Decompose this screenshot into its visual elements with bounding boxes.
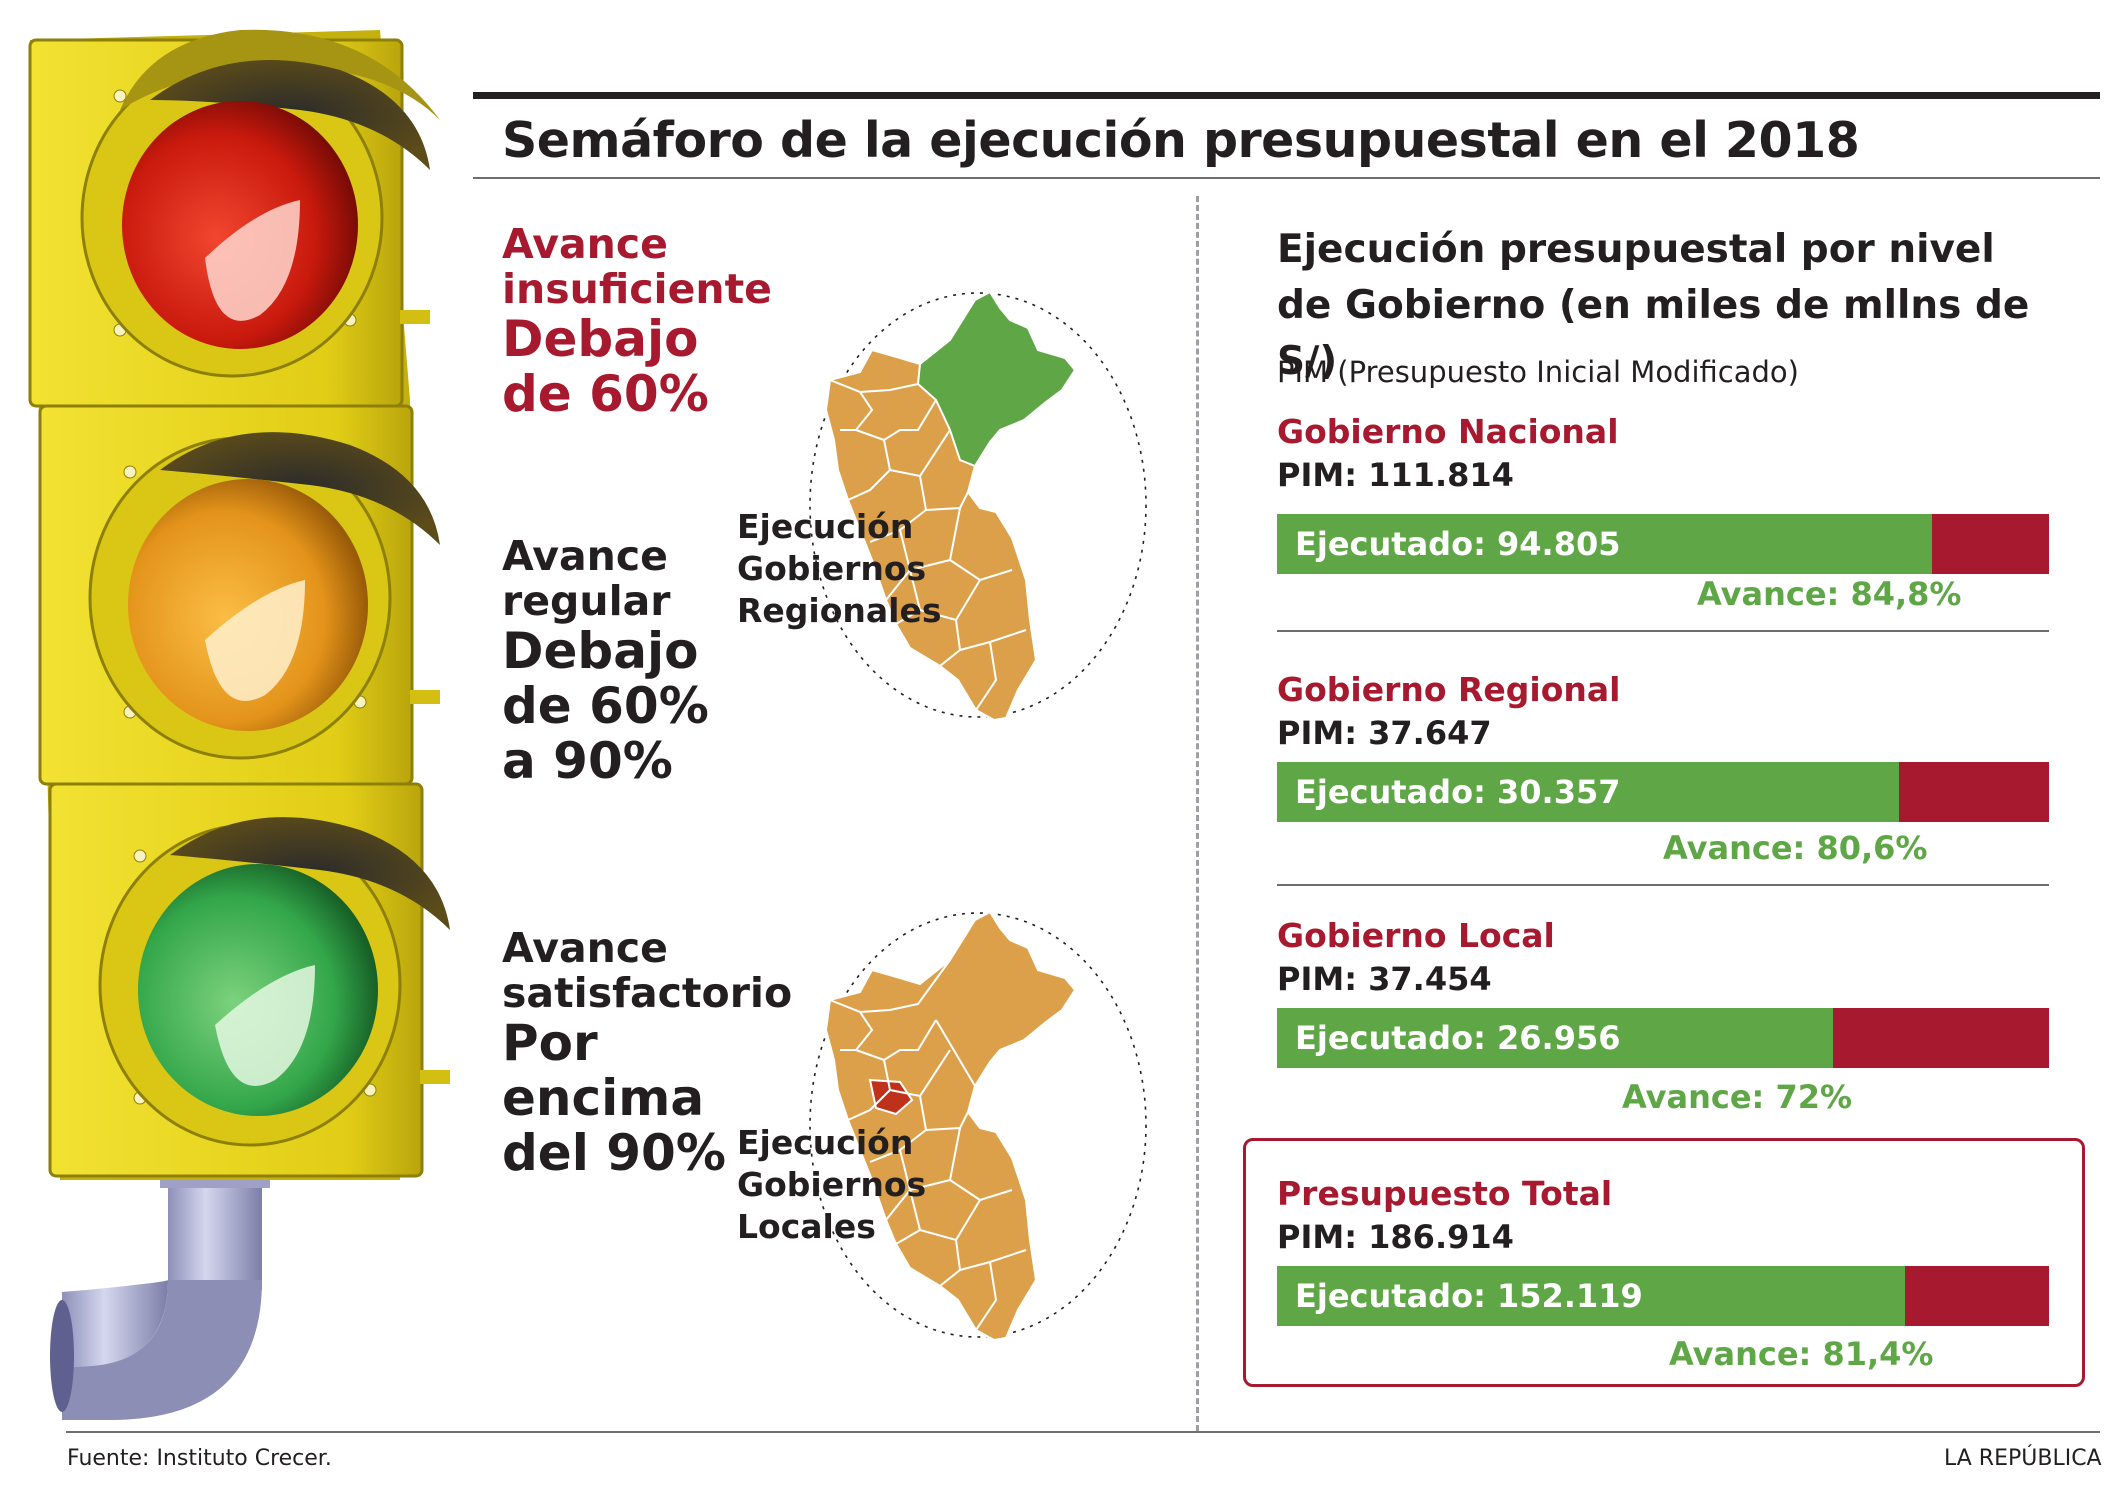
column-divider xyxy=(1196,196,1199,1431)
level-satisfactory: Avance satisfactorio Por encima del 90% xyxy=(502,924,793,1183)
ejecutado-label: Ejecutado: 30.357 xyxy=(1295,773,1621,811)
panel-title-line1: Ejecución presupuestal por nivel xyxy=(1277,227,1995,272)
mounting-pipe xyxy=(50,1168,270,1420)
ejecutado-label: Ejecutado: 152.119 xyxy=(1295,1277,1643,1315)
level-insufficient-line1: Avance xyxy=(502,220,668,268)
map-regional-label-line1: Ejecución xyxy=(737,507,914,546)
section-gobierno-nacional: Gobierno Nacional PIM: 111.814 Ejecutado… xyxy=(1277,410,2049,574)
panel-title: Ejecución presupuestal por nivel de Gobi… xyxy=(1277,222,2077,390)
level-regular-line1: Avance xyxy=(502,532,668,580)
top-rule xyxy=(473,92,2100,99)
section-name: Gobierno Regional xyxy=(1277,670,1621,709)
section-pim: PIM: 37.454 xyxy=(1277,960,1492,998)
bottom-rule xyxy=(66,1431,2100,1433)
peru-map-local xyxy=(809,910,1147,1342)
section-pim: PIM: 111.814 xyxy=(1277,456,1514,494)
avance-label-regional: Avance: 80,6% xyxy=(1663,829,1928,867)
section-name: Presupuesto Total xyxy=(1277,1174,1613,1213)
progress-fill xyxy=(1277,1008,1833,1068)
section-name: Gobierno Nacional xyxy=(1277,412,1619,451)
progress-fill xyxy=(1277,1266,1906,1326)
progress-bar: Ejecutado: 152.119 xyxy=(1277,1266,2049,1326)
progress-bar: Ejecutado: 26.956 xyxy=(1277,1008,2049,1068)
ejecutado-label: Ejecutado: 26.956 xyxy=(1295,1019,1621,1057)
progress-bar: Ejecutado: 30.357 xyxy=(1277,762,2049,822)
avance-label-total: Avance: 81,4% xyxy=(1669,1335,1934,1373)
level-insufficient: Avance insuficiente Debajo de 60% xyxy=(502,220,772,424)
progress-bar: Ejecutado: 94.805 xyxy=(1277,514,2049,574)
ejecutado-label: Ejecutado: 94.805 xyxy=(1295,525,1621,563)
source-credit: Fuente: Instituto Crecer. xyxy=(67,1446,332,1471)
level-regular-line4: de 60% xyxy=(502,677,709,736)
red-lamp xyxy=(80,29,440,378)
total-box xyxy=(1243,1138,2085,1387)
panel-subtitle: PIM (Presupuesto Inicial Modificado) xyxy=(1277,355,1799,389)
section-name: Gobierno Local xyxy=(1277,916,1555,955)
map-local-label: Ejecución Gobiernos Locales xyxy=(737,1122,926,1248)
map-local-label-line3: Locales xyxy=(737,1207,876,1246)
level-satisfactory-line4: encima xyxy=(502,1069,705,1128)
map-regional-label-line3: Regionales xyxy=(737,591,942,630)
map-regional-label-line2: Gobiernos xyxy=(737,549,927,588)
level-satisfactory-line1: Avance xyxy=(502,924,668,972)
level-regular-line2: regular xyxy=(502,577,671,626)
avance-label-nacional: Avance: 84,8% xyxy=(1697,575,1962,613)
page-title: Semáforo de la ejecución presupuestal en… xyxy=(502,112,1860,169)
yellow-lamp xyxy=(88,432,440,760)
section-pim: PIM: 37.647 xyxy=(1277,714,1492,752)
panel-title-line2: de Gobierno (en miles de mllns de S/) xyxy=(1277,283,2030,384)
map-local-label-line2: Gobiernos xyxy=(737,1165,927,1204)
traffic-light-illustration xyxy=(28,29,450,1420)
map-local-label-line1: Ejecución xyxy=(737,1123,914,1162)
progress-fill xyxy=(1277,514,1932,574)
level-satisfactory-line2: satisfactorio xyxy=(502,969,793,1018)
level-regular-line3: Debajo xyxy=(502,622,699,681)
section-separator xyxy=(1277,630,2049,632)
level-regular: Avance regular Debajo de 60% a 90% xyxy=(502,532,709,791)
section-gobierno-local: Gobierno Local PIM: 37.454 Ejecutado: 26… xyxy=(1277,914,2049,1068)
level-satisfactory-line5: del 90% xyxy=(502,1124,726,1183)
peru-outline-local xyxy=(824,910,1077,1342)
level-insufficient-line2: insuficiente xyxy=(502,265,772,314)
peru-map-regional xyxy=(809,290,1147,722)
section-gobierno-regional: Gobierno Regional PIM: 37.647 Ejecutado:… xyxy=(1277,668,2049,822)
section-pim: PIM: 186.914 xyxy=(1277,1218,1514,1256)
title-rule xyxy=(473,177,2100,179)
avance-label-local: Avance: 72% xyxy=(1622,1078,1853,1116)
section-separator xyxy=(1277,884,2049,886)
level-insufficient-line3: Debajo xyxy=(502,310,699,369)
peru-outline-regional xyxy=(824,290,1077,722)
section-presupuesto-total: Presupuesto Total PIM: 186.914 Ejecutado… xyxy=(1277,1172,2049,1326)
publisher-brand: LA REPÚBLICA xyxy=(1944,1446,2102,1471)
level-regular-line5: a 90% xyxy=(502,732,673,791)
green-lamp xyxy=(98,817,450,1147)
progress-fill xyxy=(1277,762,1900,822)
level-satisfactory-line3: Por xyxy=(502,1014,598,1073)
level-insufficient-line4: de 60% xyxy=(502,365,709,424)
map-regional-label: Ejecución Gobiernos Regionales xyxy=(737,506,942,632)
